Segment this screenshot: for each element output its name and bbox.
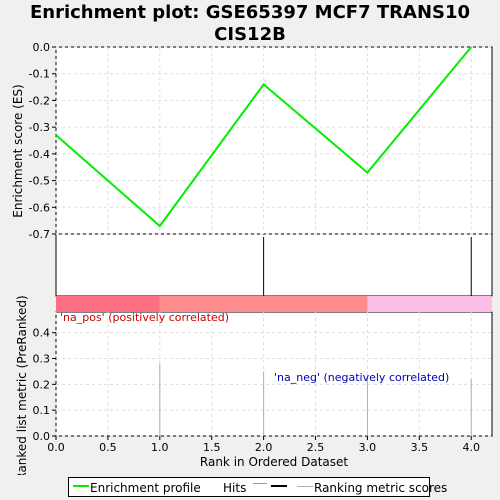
hits-panel (55, 233, 493, 297)
es-tick-label: -0.6 (29, 201, 50, 214)
es-tick-label: -0.7 (29, 228, 50, 241)
heatmap-segment (367, 296, 492, 312)
chart-title: Enrichment plot: GSE65397 MCF7 TRANS10 C… (0, 2, 500, 46)
heatmap-segment (56, 296, 160, 312)
chart-canvas: 0.0-0.1-0.2-0.3-0.4-0.5-0.6-0.7 0.00.10.… (11, 41, 493, 475)
x-tick-label: 2.5 (307, 441, 325, 454)
rank-tick-label: 0.0 (33, 430, 51, 443)
rank-tick-label: 0.1 (33, 404, 51, 417)
es-tick-label: -0.2 (29, 94, 50, 107)
legend-swatch-ranking (297, 486, 313, 487)
legend-swatch-enrichment (73, 485, 89, 487)
x-tick-label: 0.0 (47, 441, 65, 454)
es-tick-label: -0.4 (29, 148, 50, 161)
rank-y-ticks: 0.0 0.1 0.2 0.3 0.4 (33, 327, 56, 443)
legend-hits-label: Hits (223, 481, 247, 495)
y-axis-label-rank: Ranked list metric (PreRanked) (15, 295, 29, 475)
y-axis-label-es: Enrichment score (ES) (11, 84, 25, 217)
es-tick-label: -0.3 (29, 121, 50, 134)
x-tick-label: 2.0 (255, 441, 273, 454)
annotation-pos: 'na_pos' (positively correlated) (60, 311, 229, 324)
x-tick-label: 3.5 (411, 441, 429, 454)
rank-heatmap (56, 296, 492, 312)
es-tick-label: -0.5 (29, 175, 50, 188)
legend-swatch-blank (253, 483, 267, 484)
x-tick-label: 1.5 (203, 441, 221, 454)
x-ticks: 0.0 0.5 1.0 1.5 2.0 2.5 3.0 3.5 4.0 (47, 436, 480, 454)
es-tick-label: -0.1 (29, 68, 50, 81)
chart-title-line1: Enrichment plot: GSE65397 MCF7 TRANS10 (29, 2, 471, 23)
x-tick-label: 1.0 (151, 441, 169, 454)
chart-legend: Enrichment profile Hits Ranking metric s… (68, 477, 447, 497)
x-tick-label: 4.0 (462, 441, 480, 454)
legend-enrichment-label: Enrichment profile (90, 481, 201, 495)
annotation-neg: 'na_neg' (negatively correlated) (274, 371, 449, 384)
x-axis-label: Rank in Ordered Dataset (200, 455, 348, 469)
heatmap-segment (159, 296, 368, 312)
es-line-series (55, 46, 473, 228)
es-grid (55, 46, 492, 235)
rank-tick-label: 0.3 (33, 353, 51, 366)
legend-ranking-label: Ranking metric scores (314, 481, 448, 495)
legend-swatch-hits (271, 485, 287, 487)
ranking-metric-bars (159, 363, 472, 436)
x-tick-label: 0.5 (99, 441, 117, 454)
x-tick-label: 3.0 (359, 441, 377, 454)
es-panel (55, 46, 493, 235)
es-tick-label: 0.0 (33, 41, 51, 54)
chart-title-line2: CIS12B (214, 24, 286, 45)
rank-tick-label: 0.2 (33, 378, 51, 391)
rank-tick-label: 0.4 (33, 327, 51, 340)
hit-lines (263, 237, 472, 296)
es-y-ticks: 0.0 -0.1 -0.2 -0.3 -0.4 -0.5 -0.6 -0.7 (29, 41, 56, 241)
